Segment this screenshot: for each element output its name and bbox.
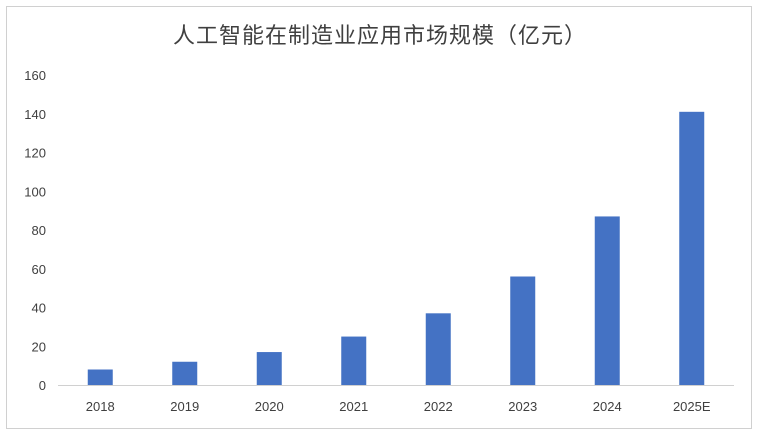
bar-2022 <box>425 313 451 385</box>
bar-2023 <box>510 276 536 385</box>
chart-frame <box>6 6 752 429</box>
y-tick-label: 0 <box>39 378 46 393</box>
y-tick-label: 80 <box>32 223 46 238</box>
x-tick-label: 2023 <box>508 399 537 414</box>
x-tick-label: 2024 <box>593 399 622 414</box>
bar-2018 <box>87 369 113 385</box>
y-axis-tick-labels: 0 20 40 60 80 100 120 140 160 <box>24 68 46 393</box>
x-tick-label: 2021 <box>339 399 368 414</box>
x-tick-label: 2025E <box>673 399 711 414</box>
bars <box>87 111 705 385</box>
bar-2024 <box>594 216 620 385</box>
bar-2025E <box>679 111 705 385</box>
y-tick-label: 100 <box>24 184 46 199</box>
x-axis-tick-labels: 2018 2019 2020 2021 2022 2023 2024 2025E <box>86 399 711 414</box>
bar-2019 <box>172 361 198 385</box>
y-tick-label: 160 <box>24 68 46 83</box>
y-tick-label: 40 <box>32 301 46 316</box>
bar-2021 <box>341 336 367 385</box>
bar-2020 <box>256 352 282 385</box>
y-tick-label: 120 <box>24 146 46 161</box>
y-tick-label: 60 <box>32 262 46 277</box>
x-tick-label: 2018 <box>86 399 115 414</box>
y-tick-label: 140 <box>24 107 46 122</box>
x-tick-label: 2022 <box>424 399 453 414</box>
x-tick-label: 2019 <box>170 399 199 414</box>
chart-title: 人工智能在制造业应用市场规模（亿元） <box>172 24 587 49</box>
x-tick-label: 2020 <box>255 399 284 414</box>
y-tick-label: 20 <box>32 339 46 354</box>
